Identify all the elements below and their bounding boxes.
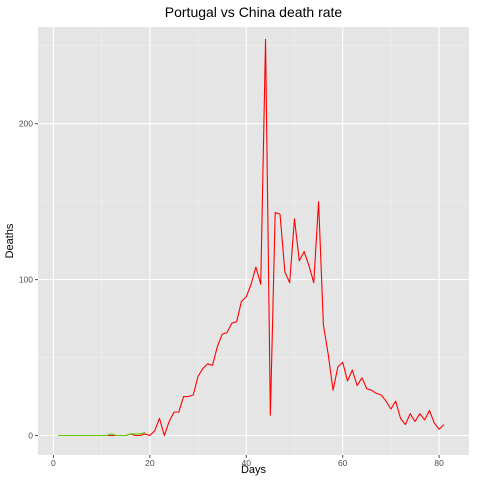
x-tick-label: 40 [242, 458, 252, 468]
grid-minor [38, 27, 469, 455]
x-tick-label: 0 [51, 458, 56, 468]
chart-title: Portugal vs China death rate [165, 4, 343, 20]
x-axis-title: Days [241, 464, 267, 476]
series-line-2 [58, 431, 146, 437]
grid-major [38, 27, 469, 455]
x-tick-label: 20 [145, 458, 155, 468]
series-layer [58, 38, 445, 437]
y-tick-label: 200 [19, 119, 33, 129]
axis-ticks: 0 20 40 60 80 0 100 200 [19, 119, 444, 468]
y-axis-title: Deaths [4, 223, 16, 258]
y-tick-label: 0 [28, 431, 33, 441]
x-tick-label: 80 [434, 458, 444, 468]
x-tick-label: 60 [338, 458, 348, 468]
plot-panel [38, 27, 469, 455]
y-tick-label: 100 [19, 275, 33, 285]
